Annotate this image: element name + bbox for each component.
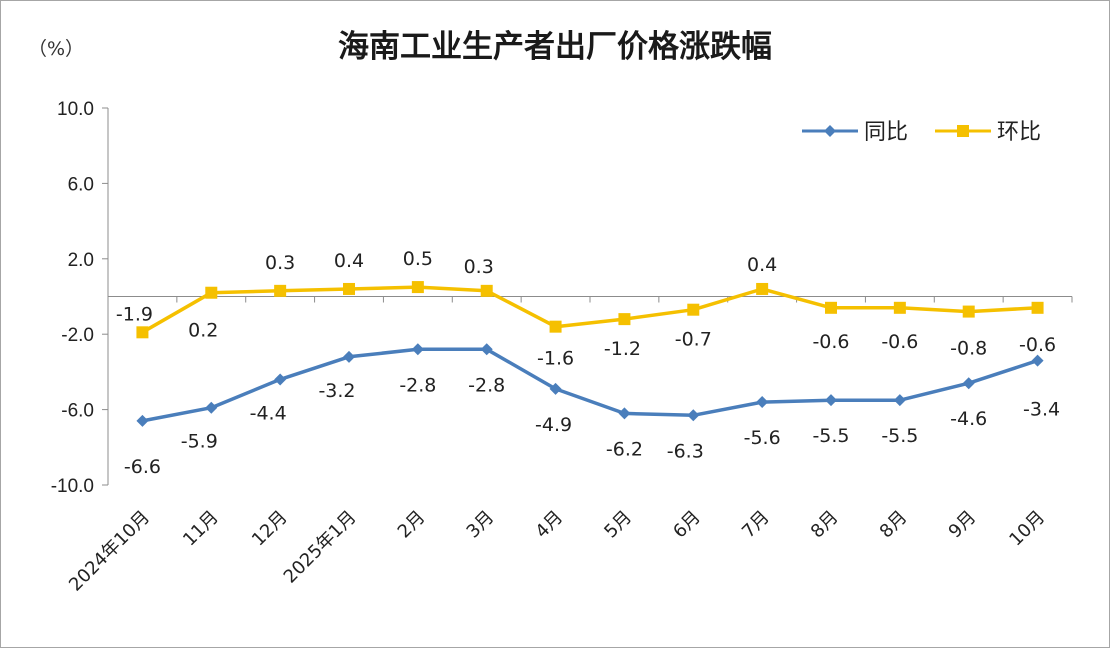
legend-diamond-icon xyxy=(824,125,836,137)
data-point-diamond xyxy=(618,407,631,420)
x-tick-label: 5月 xyxy=(600,507,636,543)
x-tick-label: 3月 xyxy=(463,507,499,543)
data-label: -6.3 xyxy=(667,440,704,462)
data-label: -1.6 xyxy=(537,348,574,370)
data-label: -0.7 xyxy=(675,329,712,351)
data-point-diamond xyxy=(136,414,149,427)
data-label: -1.9 xyxy=(116,303,153,325)
y-axis: 10.0 6.0 2.0 -2.0 -6.0 -10.0 xyxy=(51,99,109,497)
data-label: -0.8 xyxy=(950,338,987,360)
data-label: -5.6 xyxy=(744,427,781,449)
data-label: 0.2 xyxy=(188,320,218,342)
data-label: -0.6 xyxy=(812,331,849,353)
data-label: -3.2 xyxy=(318,380,355,402)
data-label: -5.5 xyxy=(881,425,918,447)
x-tick-label: 2月 xyxy=(394,507,430,543)
x-tick-label: 2025年1月 xyxy=(280,507,361,588)
y-tick-label: -2.0 xyxy=(61,325,94,346)
series-mom: -1.9 0.2 0.3 0.4 0.5 0.3 -1.6 -1.2 -0.7 0.4 -0.6 -0… xyxy=(116,248,1056,370)
data-label: 0.4 xyxy=(334,250,364,272)
data-point-diamond xyxy=(205,401,218,414)
data-label: 0.3 xyxy=(464,256,494,278)
data-point-diamond xyxy=(687,409,700,422)
data-point-diamond xyxy=(1031,354,1044,367)
x-tick-label: 8月 xyxy=(876,507,912,543)
data-label: -0.6 xyxy=(1019,334,1056,356)
data-point-square xyxy=(136,326,149,339)
data-label: -5.9 xyxy=(181,431,218,453)
data-point-square xyxy=(756,282,769,295)
data-point-diamond xyxy=(480,343,493,356)
data-label: -4.4 xyxy=(250,402,287,424)
data-point-square xyxy=(1031,301,1044,314)
data-label: -2.8 xyxy=(399,374,436,396)
data-point-square xyxy=(687,303,700,316)
data-point-square xyxy=(274,284,287,297)
y-tick-label: -10.0 xyxy=(51,476,94,497)
x-tick-label: 12月 xyxy=(248,507,292,551)
data-label: -4.9 xyxy=(535,414,572,436)
series-line xyxy=(142,347,1039,423)
legend: 同比 环比 xyxy=(802,120,1041,145)
data-label: -6.6 xyxy=(124,456,161,478)
data-label: -0.6 xyxy=(881,331,918,353)
x-tick-label: 2024年10月 xyxy=(65,507,154,596)
chart-title: 海南工业生产者出厂价格涨跌幅 xyxy=(338,29,772,65)
data-label: 0.4 xyxy=(747,254,777,276)
data-point-diamond xyxy=(962,377,975,390)
y-tick-label: -6.0 xyxy=(61,401,94,422)
x-tick-label: 6月 xyxy=(669,507,705,543)
data-label: -3.4 xyxy=(1023,399,1060,421)
data-point-square xyxy=(411,281,424,294)
series-line xyxy=(141,285,1038,334)
legend-label-yoy: 同比 xyxy=(864,120,908,145)
y-tick-label: 6.0 xyxy=(68,174,94,195)
x-tick-label: 11月 xyxy=(179,507,223,551)
x-tick-label: 10月 xyxy=(1005,507,1049,551)
data-point-square xyxy=(825,301,837,314)
data-point-square xyxy=(618,313,631,326)
data-label: 0.5 xyxy=(403,248,433,270)
data-label: -4.6 xyxy=(950,408,987,430)
data-label: -2.8 xyxy=(468,374,505,396)
data-point-diamond xyxy=(893,394,906,407)
x-tick-label: 7月 xyxy=(738,507,774,543)
data-point-diamond xyxy=(411,343,424,356)
data-point-diamond xyxy=(825,394,837,407)
legend-square-icon xyxy=(957,125,969,137)
data-point-square xyxy=(962,305,975,318)
data-point-square xyxy=(893,301,906,314)
y-tick-label: 10.0 xyxy=(57,99,94,120)
data-point-square xyxy=(205,286,218,299)
data-point-diamond xyxy=(549,382,562,395)
series-yoy: -6.6 -5.9 -4.4 -3.2 -2.8 -2.8 -4.9 -6.2 -6.3 -5.6… xyxy=(124,343,1060,478)
series-layer: -6.6 -5.9 -4.4 -3.2 -2.8 -2.8 -4.9 -6.2 -6.3 -5.6… xyxy=(116,248,1060,478)
data-point-square xyxy=(343,282,355,295)
data-label: -1.2 xyxy=(604,338,641,360)
data-label: -6.2 xyxy=(606,438,643,460)
data-label: 0.3 xyxy=(265,252,295,274)
data-point-diamond xyxy=(274,373,287,386)
data-point-square xyxy=(480,284,493,297)
y-tick-label: 2.0 xyxy=(68,250,94,271)
legend-item-mom: 环比 xyxy=(935,120,1041,145)
x-tick-label: 9月 xyxy=(945,507,981,543)
x-tick-label: 8月 xyxy=(807,507,843,543)
data-point-diamond xyxy=(756,396,769,409)
data-label: -5.5 xyxy=(812,425,849,447)
y-axis-unit: （%） xyxy=(28,38,84,60)
x-tick-label: 4月 xyxy=(531,507,567,543)
data-point-square xyxy=(549,320,562,333)
legend-item-yoy: 同比 xyxy=(802,120,908,145)
data-point-diamond xyxy=(343,350,355,363)
legend-label-mom: 环比 xyxy=(997,120,1041,145)
